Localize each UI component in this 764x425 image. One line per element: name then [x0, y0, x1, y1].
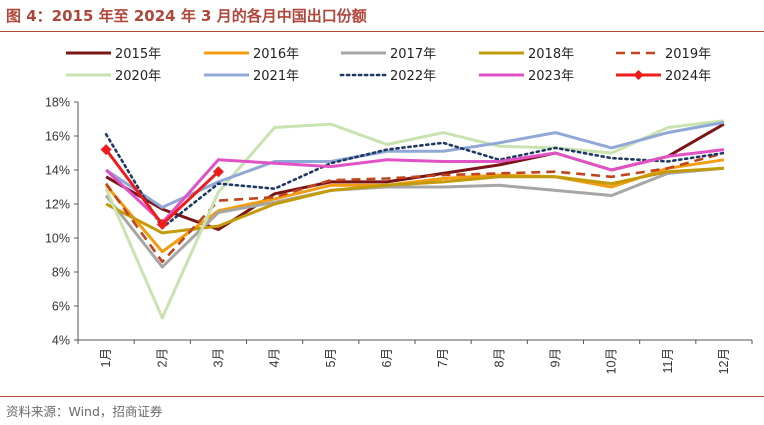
source-note: 资料来源：Wind，招商证券: [6, 404, 163, 419]
legend-item: 2021年: [204, 69, 299, 84]
series-line: [105, 120, 725, 209]
x-tick-label: 6月: [380, 348, 394, 367]
x-tick-label: 11月: [661, 348, 675, 373]
series-line: [105, 151, 725, 264]
y-tick-label: 6%: [52, 300, 70, 314]
y-tick-label: 12%: [45, 198, 70, 212]
legend-label: 2018年: [528, 47, 574, 62]
series-line: [104, 158, 725, 254]
x-tick-label: 4月: [268, 348, 282, 367]
y-tick-label: 14%: [45, 164, 70, 178]
legend-item: 2020年: [66, 69, 161, 84]
series-2021年: [105, 120, 725, 209]
axes: 4% 6% 8% 10% 12% 14% 16% 18% 1月 2月 3月 4月 5月 6月 7月 8月 9月 1…: [45, 96, 753, 374]
series-line: [104, 119, 725, 320]
data-point: [100, 144, 112, 156]
series-2018年: [105, 166, 724, 235]
y-tick-label: 8%: [52, 266, 70, 280]
x-tick-label: 5月: [324, 348, 338, 367]
legend-item: 2023年: [479, 69, 574, 84]
series-layer: [100, 119, 726, 320]
legend-item: 2024年: [616, 69, 711, 84]
y-tick-label: 16%: [45, 130, 70, 144]
series-line: [104, 133, 726, 230]
series-line: [105, 148, 725, 225]
x-tick-label: 12月: [717, 348, 731, 374]
x-tick-label: 10月: [605, 348, 619, 374]
legend-item: 2017年: [341, 47, 436, 62]
series-2023年: [105, 148, 725, 225]
legend-label: 2023年: [528, 69, 574, 84]
x-tick-label: 7月: [436, 348, 450, 367]
y-tick-label: 18%: [45, 96, 70, 110]
legend-item: 2016年: [204, 47, 299, 62]
data-point: [156, 218, 168, 230]
legend-item: 2018年: [479, 47, 574, 62]
x-tick-label: 8月: [492, 348, 506, 367]
x-tick-label: 9月: [548, 348, 562, 367]
series-2020年: [104, 119, 725, 320]
legend-item: 2019年: [616, 47, 711, 62]
title-rule: [0, 31, 764, 32]
legend-label: 2019年: [665, 47, 711, 62]
x-tick-label: 3月: [211, 348, 225, 367]
series-2022年: [104, 133, 726, 230]
data-point: [212, 166, 224, 178]
legend-label: 2015年: [115, 47, 161, 62]
legend-label: 2024年: [665, 69, 711, 84]
y-tick-label: 4%: [52, 334, 70, 348]
legend-item: 2022年: [339, 69, 436, 84]
source-rule: [0, 396, 764, 397]
legend-label: 2022年: [390, 69, 436, 84]
figure-title: 图 4：2015 年至 2024 年 3 月的各月中国出口份额: [6, 7, 367, 25]
legend-label: 2020年: [115, 69, 161, 84]
legend-marker: [633, 70, 644, 80]
y-tick-label: 10%: [45, 232, 70, 246]
legend-label: 2016年: [253, 47, 299, 62]
series-line: [104, 166, 725, 269]
x-tick-label: 1月: [99, 348, 113, 367]
series-2016年: [104, 158, 725, 254]
x-tick-label: 2月: [155, 348, 169, 367]
legend-label: 2017年: [390, 47, 436, 62]
series-line: [105, 166, 724, 235]
series-2024年: [100, 144, 224, 230]
line-chart: 2015年 2016年 2017年 2018年 2019年 2020年 2021年 2022年…: [45, 47, 753, 374]
legend-label: 2021年: [253, 69, 299, 84]
legend-item: 2015年: [66, 47, 161, 62]
series-2017年: [104, 166, 725, 269]
legend: 2015年 2016年 2017年 2018年 2019年 2020年 2021年 2022年…: [66, 47, 711, 84]
series-2019年: [105, 151, 725, 264]
